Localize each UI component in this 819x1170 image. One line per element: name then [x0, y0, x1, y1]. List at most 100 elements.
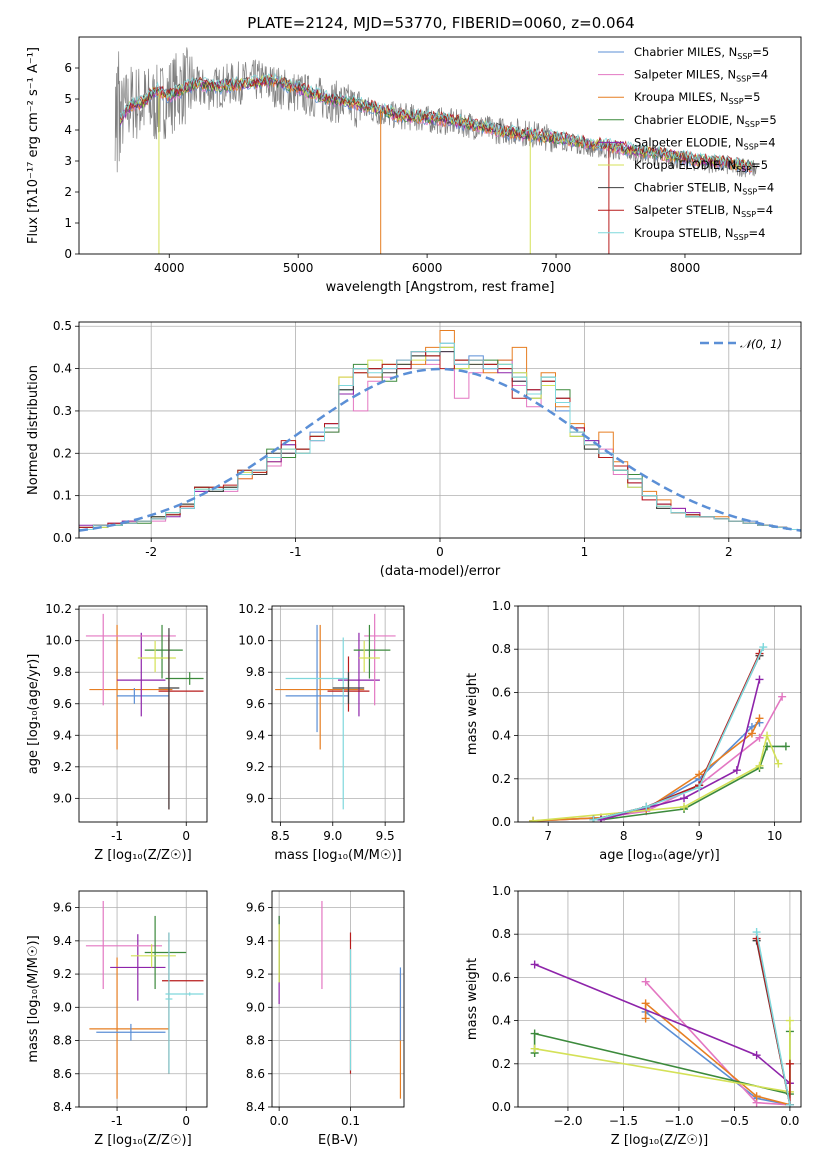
data-point-marker: [781, 742, 790, 751]
mass-weight-series: [600, 745, 786, 821]
y-tick-label: 0.8: [492, 927, 511, 941]
x-tick-label: 8000: [670, 261, 701, 275]
y-tick-label: 9.4: [246, 934, 265, 948]
y-tick-label: 9.2: [246, 967, 265, 981]
x-tick-label: 9.5: [376, 829, 395, 843]
y-tick-label: 9.8: [53, 665, 72, 679]
plot-area-age-vs-Z: [85, 613, 204, 810]
data-point-marker: [752, 1051, 761, 1060]
y-axis-label: Normed distribution: [26, 365, 41, 495]
x-tick-label: -1: [111, 1114, 123, 1128]
plot-area-mass-vs-Z: [85, 900, 204, 1099]
y-tick-label: 0.2: [53, 446, 72, 460]
data-point-marker: [785, 1100, 794, 1107]
axes-frame: [78, 890, 208, 1108]
data-point-marker: [752, 1092, 761, 1101]
x-tick-label: 0.1: [341, 1114, 360, 1128]
legend-label: Kroupa STELIB, NSSP=4: [634, 226, 765, 242]
x-axis-label: Z [log₁₀(Z/Z☉)]: [611, 1133, 708, 1148]
x-tick-label: 0.0: [270, 1114, 289, 1128]
legend-label: Kroupa MILES, NSSP=5: [634, 90, 760, 106]
axes-frame: [78, 36, 802, 255]
y-tick-label: 0.3: [53, 404, 72, 418]
mass-weight-series: [593, 653, 761, 821]
y-tick-label: 10.0: [45, 634, 72, 648]
plot-area-spectrum: [114, 47, 758, 254]
x-tick-label: -1: [111, 829, 123, 843]
plot-area-residuals: [79, 330, 801, 532]
data-point-marker: [529, 816, 538, 822]
y-tick-label: 9.4: [53, 728, 72, 742]
legend-label: Salpeter STELIB, NSSP=4: [634, 203, 773, 219]
y-tick-label: 9.6: [53, 697, 72, 711]
y-tick-label: 0.4: [492, 729, 511, 743]
data-point-marker: [785, 1059, 794, 1068]
data-point-marker: [641, 977, 650, 986]
axes-age-vs-mass: 8.5 9.0 9.5 9.0 9.2 9.4 9.6 9.8 10.0 10.2: [238, 602, 404, 843]
y-tick-label: 0.6: [492, 970, 511, 984]
y-tick-label: 0.2: [492, 772, 511, 786]
y-tick-label: 9.0: [53, 791, 72, 805]
x-tick-label: 9.0: [323, 829, 342, 843]
y-axis-label: age [log₁₀(age/yr)]: [26, 654, 41, 775]
mass-weight-series: [534, 1020, 791, 1093]
data-point-marker: [530, 1044, 539, 1053]
plot-area-mass-weight-vs-age: [529, 643, 790, 822]
data-point-marker: [680, 794, 689, 803]
x-tick-label: 10: [767, 829, 782, 843]
y-tick-label: 10.0: [238, 634, 265, 648]
y-tick-label: 5: [64, 92, 72, 106]
x-tick-label: 7: [544, 829, 552, 843]
x-tick-label: 4000: [154, 261, 185, 275]
mass-weight-series: [593, 646, 765, 821]
x-tick-label: −2.0: [553, 1114, 582, 1128]
y-tick-label: 0.6: [492, 685, 511, 699]
data-point-marker: [755, 761, 764, 770]
data-point-marker: [641, 1014, 650, 1023]
data-point-marker: [774, 759, 783, 768]
data-point-marker: [759, 643, 768, 652]
y-tick-label: 8.4: [246, 1100, 265, 1114]
y-tick-label: 3: [64, 154, 72, 168]
x-tick-label: 0: [182, 1114, 190, 1128]
mass-weight-series: [533, 717, 761, 822]
y-tick-label: 10.2: [45, 602, 72, 616]
y-tick-label: 0.5: [53, 319, 72, 333]
y-tick-label: 0.0: [492, 815, 511, 829]
y-tick-label: 9.2: [53, 760, 72, 774]
y-axis-label: Flux [fλ10⁻¹⁷ erg cm⁻² s⁻¹ A⁻¹]: [26, 47, 41, 244]
axes-frame: [78, 321, 802, 539]
data-point-marker: [680, 802, 689, 811]
legend-label: Chabrier MILES, NSSP=5: [634, 45, 769, 61]
data-point-marker: [732, 766, 741, 775]
x-tick-label: −0.5: [720, 1114, 749, 1128]
x-tick-label: 8: [620, 829, 628, 843]
y-tick-label: 9.0: [246, 791, 265, 805]
data-point-marker: [755, 733, 764, 742]
y-tick-label: 0.4: [53, 362, 72, 376]
y-tick-label: 9.0: [53, 1000, 72, 1014]
plot-area-mass-vs-EBV: [278, 900, 402, 1099]
y-tick-label: 8.6: [246, 1067, 265, 1081]
x-tick-label: 7000: [541, 261, 572, 275]
axes-mass-vs-Z: -1 0 8.4 8.6 8.8 9.0 9.2 9.4 9.6: [53, 891, 207, 1128]
y-tick-label: 9.4: [53, 934, 72, 948]
figure-title: PLATE=2124, MJD=53770, FIBERID=0060, z=0…: [247, 14, 634, 32]
y-tick-label: 9.6: [53, 901, 72, 915]
y-tick-label: 6: [64, 61, 72, 75]
x-axis-label: mass [log₁₀(M/M☉)]: [274, 848, 401, 863]
y-tick-label: 1.0: [492, 884, 511, 898]
data-point-marker: [695, 783, 704, 792]
x-axis-label: wavelength [Angstrom, rest frame]: [326, 280, 555, 295]
data-point-marker: [641, 999, 650, 1008]
data-point-marker: [755, 714, 764, 723]
mass-weight-series: [645, 1011, 791, 1106]
axes-mass-vs-EBV: 0.0 0.1 8.4 8.6 8.8 9.0 9.2 9.4 9.6: [246, 891, 404, 1128]
y-tick-label: 8.6: [53, 1067, 72, 1081]
data-point-marker: [755, 675, 764, 684]
mass-weight-series: [644, 1001, 791, 1106]
y-tick-label: 0.0: [53, 531, 72, 545]
axes-residuals: -2 -1 0 1 2 0.0 0.1 0.2 0.3 0.4 0.5: [53, 319, 801, 559]
x-axis-label: Z [log₁₀(Z/Z☉)]: [94, 1133, 191, 1148]
y-tick-label: 0.1: [53, 489, 72, 503]
